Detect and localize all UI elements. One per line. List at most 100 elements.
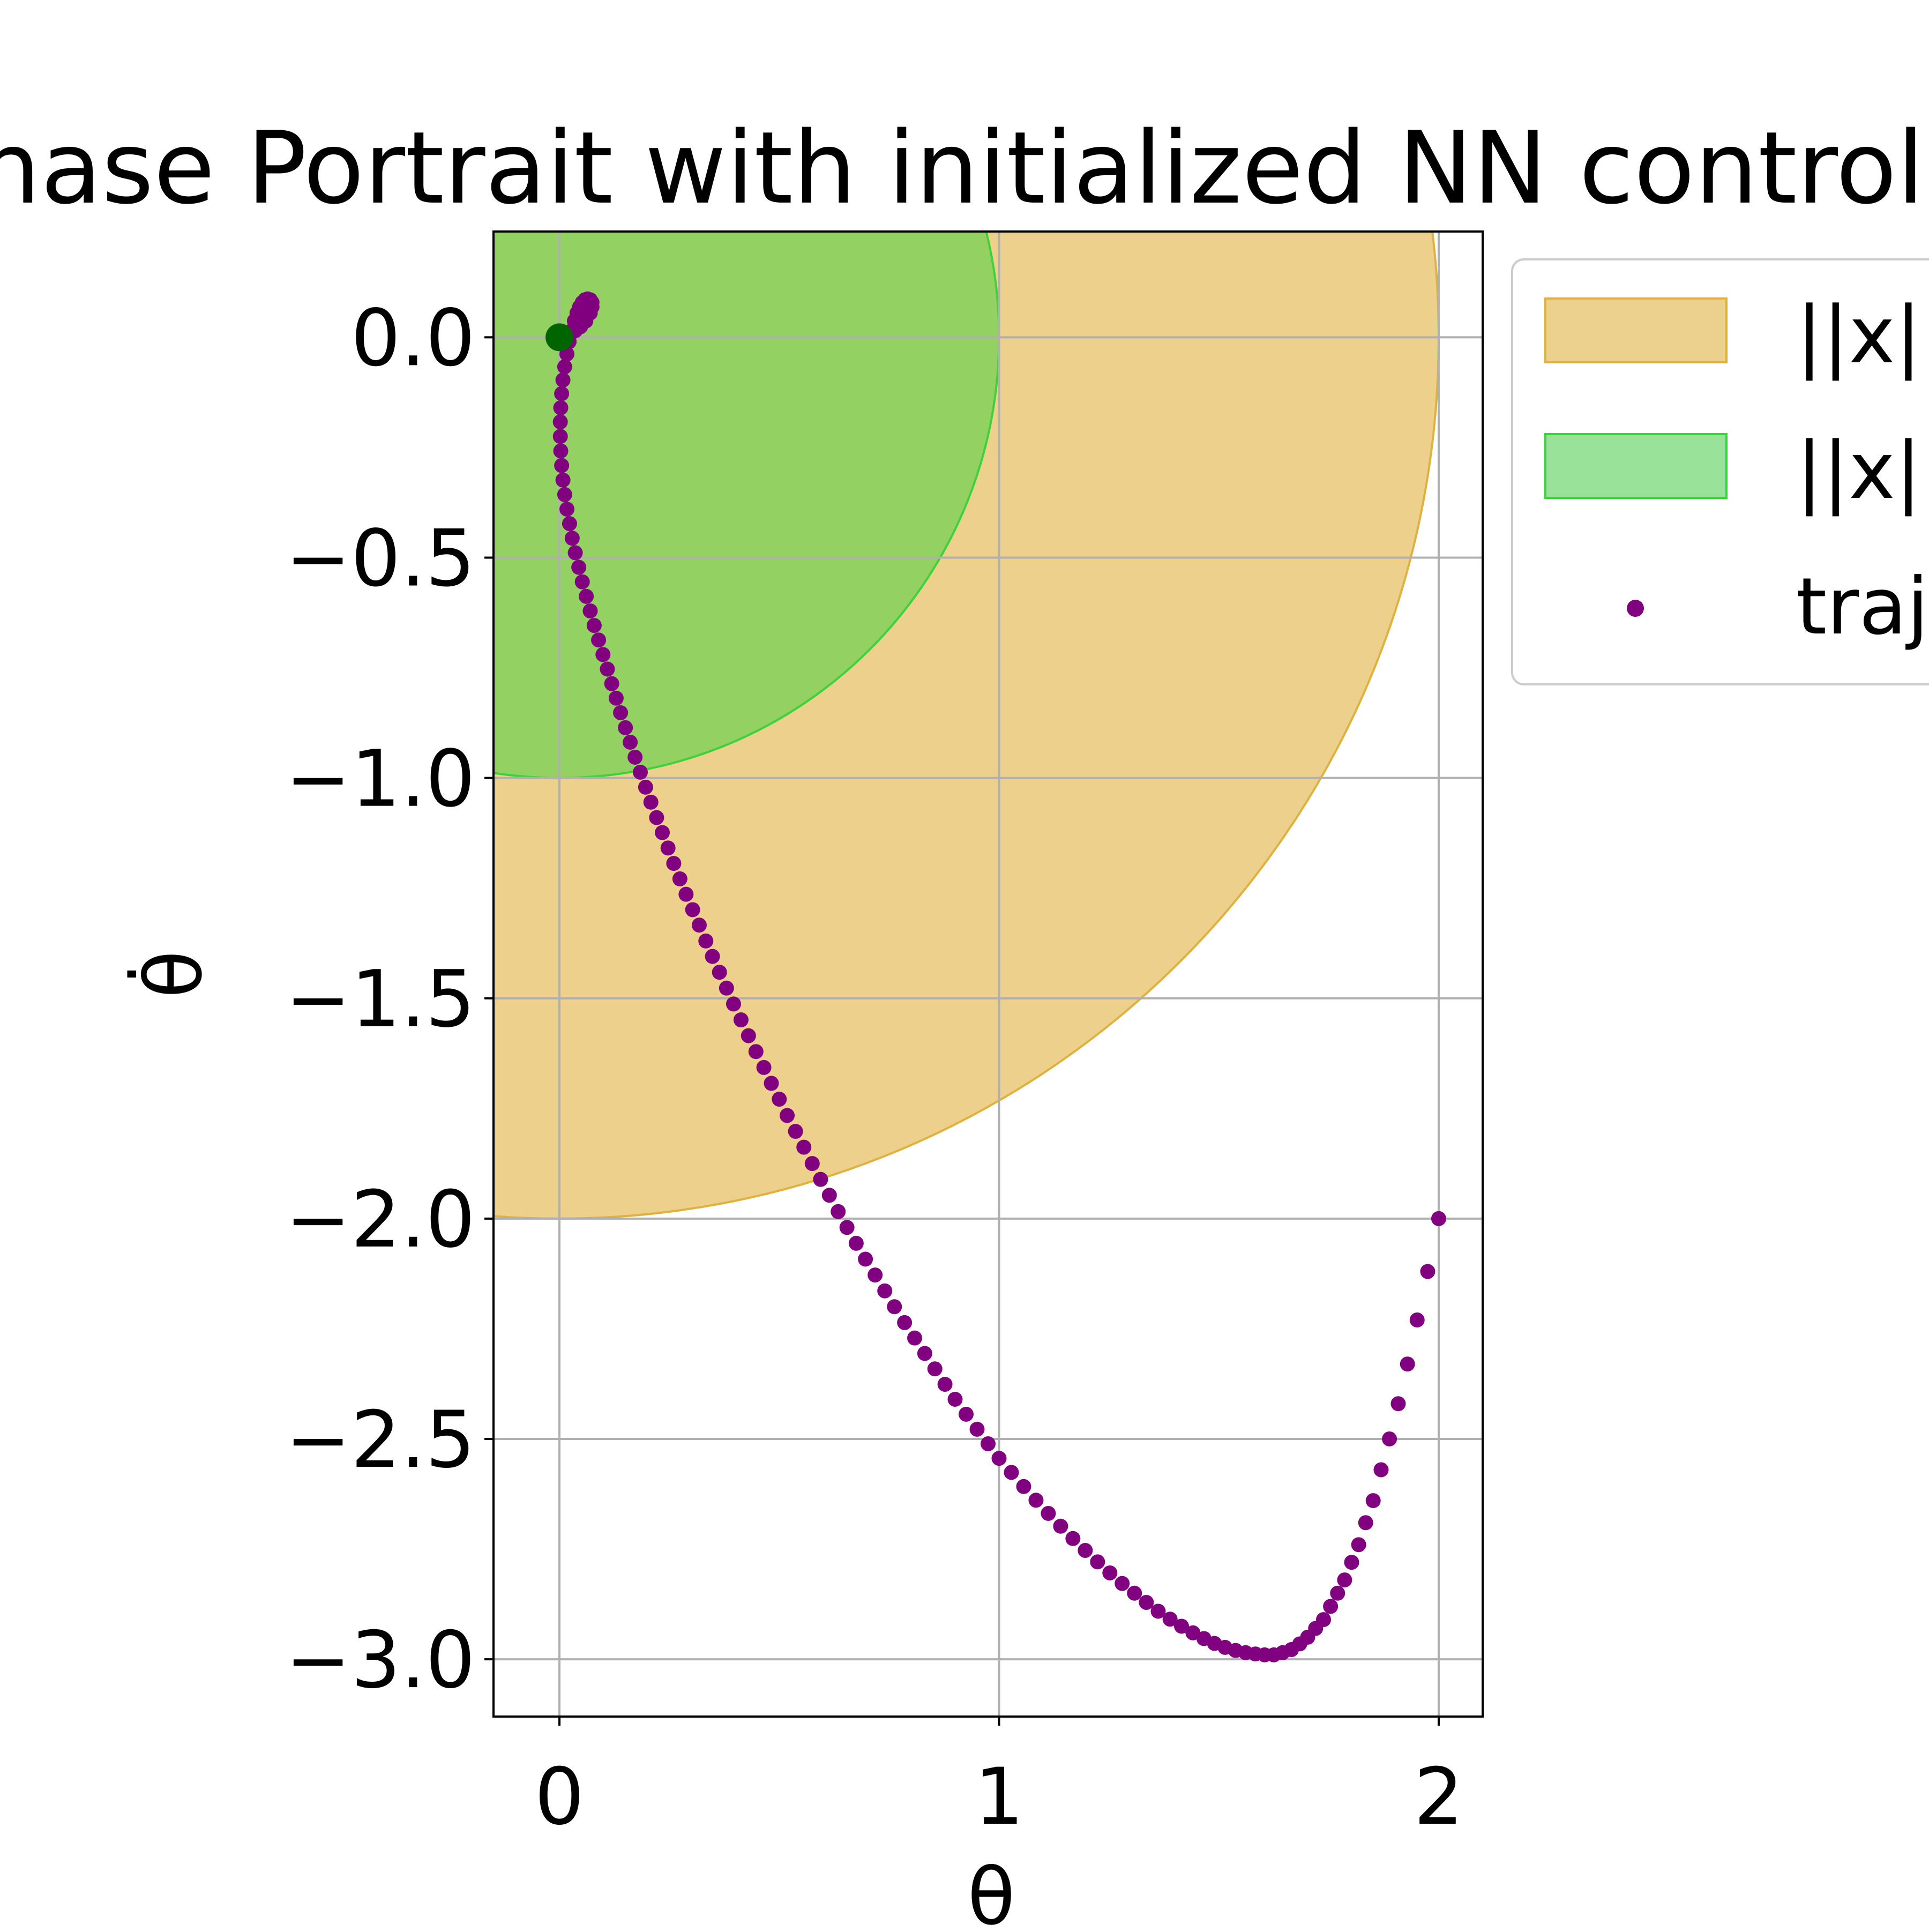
- trajectory-point: [649, 810, 664, 825]
- trajectory-point: [969, 1421, 985, 1437]
- trajectory-point: [1409, 1312, 1425, 1327]
- trajectory-point: [1431, 1211, 1446, 1226]
- trajectory-point: [638, 779, 653, 795]
- trajectory-point: [831, 1204, 846, 1219]
- trajectory-point: [788, 1124, 803, 1139]
- legend-swatch-region-outer: [1544, 297, 1728, 363]
- trajectory-point: [1358, 1515, 1373, 1531]
- trajectory-point: [1065, 1531, 1081, 1546]
- trajectory-point: [571, 560, 587, 575]
- trajectory-point: [1150, 1603, 1166, 1619]
- trajectory-point: [1337, 1572, 1352, 1588]
- trajectory-point: [772, 1092, 787, 1107]
- trajectory-point: [1102, 1565, 1118, 1580]
- trajectory-point: [595, 647, 611, 662]
- trajectory-point: [1196, 1631, 1212, 1646]
- trajectory-point: [557, 359, 572, 375]
- legend-marker-traj: [1627, 600, 1644, 617]
- trajectory-point: [712, 965, 727, 980]
- trajectory-point: [858, 1251, 873, 1267]
- trajectory-point: [618, 720, 633, 735]
- legend: ||x|| ||x|| traj: [1511, 258, 1929, 685]
- trajectory-point: [877, 1283, 893, 1299]
- trajectory-point: [1090, 1554, 1105, 1570]
- trajectory-point: [887, 1299, 902, 1315]
- equilibrium-point: [545, 323, 574, 352]
- trajectory-point: [1344, 1555, 1359, 1570]
- trajectory-point: [655, 825, 670, 840]
- trajectory-point: [554, 386, 570, 401]
- y-tick-label: 0.0: [351, 293, 475, 384]
- trajectory-point: [868, 1267, 883, 1283]
- trajectory-point: [678, 886, 694, 902]
- trajectory-point: [552, 414, 568, 430]
- points-layer: [545, 291, 1446, 1662]
- trajectory-point: [719, 980, 734, 996]
- trajectory-point: [927, 1361, 943, 1377]
- x-tick-label: 2: [1414, 1751, 1464, 1843]
- trajectory-point: [796, 1139, 812, 1155]
- trajectory-point: [780, 1108, 795, 1123]
- trajectory-point: [937, 1377, 953, 1392]
- trajectory-point: [554, 458, 570, 473]
- trajectory-point: [839, 1220, 855, 1235]
- trajectory-point: [559, 502, 575, 517]
- chart-title: Phase Portrait with initialized NN contr…: [0, 110, 1929, 226]
- trajectory-point: [555, 372, 571, 388]
- trajectory-point: [579, 588, 594, 604]
- y-tick-label: −0.5: [285, 513, 475, 604]
- plot-area: [492, 230, 1484, 1718]
- trajectory-point: [562, 516, 577, 532]
- y-tick-label: −2.5: [285, 1394, 475, 1486]
- trajectory-point: [1004, 1465, 1019, 1480]
- trajectory-point: [1373, 1462, 1389, 1478]
- trajectory-point: [672, 871, 687, 886]
- trajectory-point: [600, 661, 615, 677]
- y-axis-label: θ̇: [126, 950, 220, 998]
- trajectory-point: [726, 996, 741, 1012]
- trajectory-point: [1390, 1396, 1406, 1412]
- trajectory-point: [586, 618, 602, 633]
- x-axis-label: θ: [967, 1852, 1015, 1929]
- trajectory-point: [698, 933, 714, 949]
- y-tick-label: −1.5: [285, 954, 475, 1045]
- legend-swatch-region-inner: [1544, 433, 1728, 499]
- trajectory-point: [666, 856, 682, 871]
- trajectory-point: [582, 603, 598, 618]
- trajectory-point: [1053, 1518, 1068, 1534]
- trajectory-point: [1420, 1264, 1435, 1279]
- trajectory-point: [991, 1451, 1007, 1466]
- trajectory-point: [748, 1044, 764, 1060]
- trajectory-point: [1016, 1479, 1031, 1494]
- trajectory-point: [608, 690, 624, 706]
- trajectory-point: [660, 840, 676, 856]
- trajectory-point: [1185, 1625, 1201, 1640]
- trajectory-point: [567, 545, 583, 561]
- trajectory-point: [1127, 1585, 1142, 1601]
- trajectory-point: [623, 734, 638, 750]
- legend-label-traj: traj: [1796, 561, 1928, 652]
- trajectory-point: [705, 949, 720, 964]
- trajectory-point: [958, 1406, 974, 1422]
- trajectory-point: [1078, 1543, 1093, 1558]
- trajectory-point: [627, 749, 643, 765]
- trajectory-point: [764, 1076, 779, 1091]
- trajectory-point: [685, 902, 700, 917]
- trajectory-point: [1365, 1493, 1381, 1509]
- trajectory-point: [1115, 1576, 1130, 1591]
- x-tick-label: 0: [535, 1751, 585, 1843]
- trajectory-point: [917, 1346, 932, 1361]
- trajectory-point: [1173, 1618, 1189, 1634]
- trajectory-point: [691, 917, 707, 933]
- trajectory-point: [1330, 1585, 1345, 1601]
- trajectory-point: [574, 574, 590, 590]
- trajectory-point: [613, 705, 629, 720]
- plot-frame: [492, 230, 1484, 1718]
- trajectory-point: [848, 1235, 864, 1251]
- trajectory-point: [553, 400, 569, 415]
- trajectory-point: [1323, 1599, 1339, 1614]
- trajectory-point: [555, 472, 571, 488]
- trajectory-point: [1351, 1537, 1366, 1553]
